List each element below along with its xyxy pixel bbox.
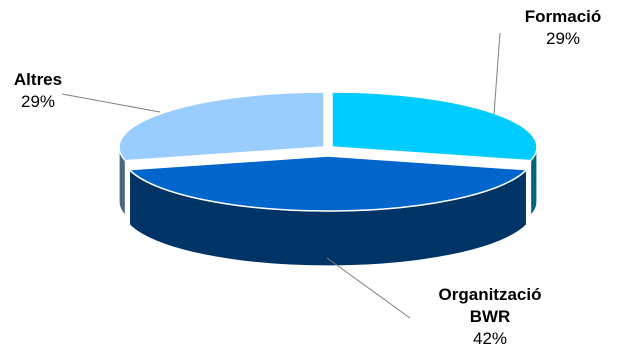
slice-percent-0: 29% xyxy=(546,29,580,48)
slice-labels: Formació 29% Organització BWR 42% Altres 29% xyxy=(14,7,601,348)
pie-slices xyxy=(118,91,538,212)
leader-lines xyxy=(61,32,501,319)
slice-2 xyxy=(118,91,325,162)
slice-label-2: Altres xyxy=(14,70,62,89)
pie-sides xyxy=(118,146,538,267)
leader-line-1 xyxy=(326,257,411,319)
slice-label-1-line-1: BWR xyxy=(470,307,511,326)
slice-percent-1: 42% xyxy=(473,329,507,348)
slice-label-1: Organització xyxy=(439,285,542,304)
slice-0 xyxy=(331,91,538,162)
leader-line-2 xyxy=(61,93,161,113)
slice-1 xyxy=(127,155,529,212)
slice-label-0: Formació xyxy=(525,7,602,26)
leader-line-0 xyxy=(493,32,501,115)
slice-percent-2: 29% xyxy=(21,92,55,111)
